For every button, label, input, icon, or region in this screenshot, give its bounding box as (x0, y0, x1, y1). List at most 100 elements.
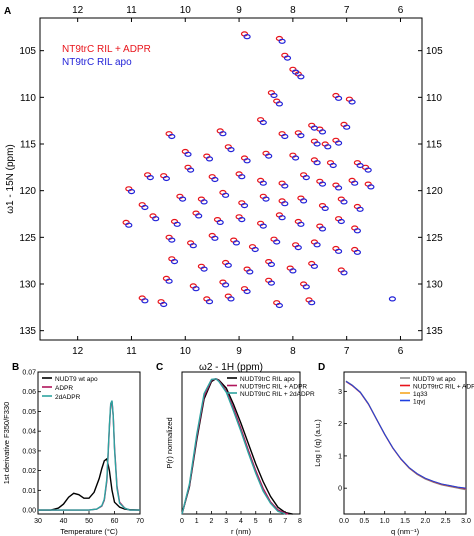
x-tick-label-bottom: 8 (290, 346, 296, 357)
x-tick-label: 3.0 (461, 518, 471, 525)
panel-a: A 12 12 11 11 10 10 9 9 8 8 7 7 6 6 105 105 110 110 115 115 1… (4, 5, 443, 373)
peak-point (251, 246, 259, 253)
peak-point (227, 147, 235, 153)
y-tick-label-right: 120 (426, 186, 443, 197)
legend-entry-2: ADPR (55, 385, 73, 392)
peak-point (335, 248, 343, 254)
peak-point (189, 243, 197, 249)
peak-point (281, 183, 289, 189)
peak-point (275, 101, 283, 107)
x-tick-label-top: 10 (180, 5, 192, 16)
y-tick-label: 0.05 (22, 409, 36, 416)
x-axis-label: q (nm⁻¹) (391, 527, 420, 536)
x-tick-label: 1 (195, 518, 199, 525)
peak-point (308, 300, 316, 306)
peak-point (173, 221, 181, 227)
y-axis-label: Log I (q) (a.u.) (313, 419, 322, 467)
peak-point (313, 242, 321, 248)
legend-entry-1: NUDT9 wt apo (55, 376, 98, 383)
peak-point (240, 203, 249, 209)
plot-frame (343, 371, 467, 515)
peak-point (337, 218, 345, 225)
plot-frame (181, 371, 301, 515)
peak-point (267, 261, 275, 267)
peak-point (335, 140, 343, 146)
peak-point (238, 174, 246, 180)
y-tick-label-right: 105 (426, 46, 443, 57)
peak-point (278, 215, 286, 221)
panel-d: D 0.0 0.5 1.0 1.5 2.0 2.5 3.0 0 1 2 3 q (nm⁻¹) Log I … (313, 362, 474, 536)
peak-point (364, 167, 372, 173)
legend-entry-1: NUDT9 wt apo (413, 376, 456, 383)
y-tick-label: 0.03 (22, 448, 36, 455)
x-tick-label: 2.0 (420, 518, 430, 525)
y-tick-label-right: 135 (426, 326, 443, 337)
peak-point (259, 119, 267, 126)
peak-point (265, 153, 273, 159)
x-tick-label-bottom: 12 (72, 346, 84, 357)
peak-point (125, 222, 133, 228)
peak-point (340, 199, 348, 205)
panel-label-d: D (318, 362, 325, 373)
y-tick-label-left: 135 (19, 326, 36, 337)
peak-point (195, 213, 203, 219)
peak-point (127, 189, 136, 195)
y-tick-label-right: 125 (426, 233, 443, 244)
series-line-1 (38, 457, 141, 511)
x-tick-label: 6 (269, 518, 273, 525)
peak-point (259, 223, 267, 229)
peak-point (224, 262, 232, 268)
y-tick-label: 0.07 (22, 370, 36, 377)
peak-point (300, 198, 308, 204)
legend-entry-2: NT9trC RIL apo (62, 57, 132, 68)
peak-point (388, 296, 396, 302)
peak-point (283, 55, 292, 61)
x-tick-label: 2.5 (441, 518, 451, 525)
series-line-3 (181, 378, 286, 515)
y-tick-label-left: 115 (20, 140, 36, 151)
peak-point (335, 185, 343, 191)
peak-point (353, 228, 361, 234)
x-tick-label: 1.5 (400, 518, 410, 525)
plot-frame (37, 371, 141, 515)
peak-point (275, 302, 283, 309)
peak-point (267, 280, 275, 286)
peak-point (297, 221, 305, 227)
legend-entry-3: NUDT9trC RIL + 2dADPR (240, 391, 315, 398)
y-tick-label: 2 (338, 421, 342, 428)
x-tick-label-top: 6 (398, 5, 404, 16)
peak-point (222, 282, 230, 288)
peak-point (246, 269, 254, 275)
peak-point (211, 176, 219, 183)
legend-entry-2: NUDT9trC RIL + ADPR (413, 384, 474, 391)
peak-point (184, 151, 192, 157)
y-tick-label: 0.06 (22, 389, 36, 396)
peak-point (227, 296, 235, 302)
x-tick-label-top: 7 (344, 5, 350, 16)
peak-point (165, 278, 173, 284)
peak-point (243, 288, 251, 295)
peak-point (292, 69, 300, 75)
peak-point (351, 180, 359, 186)
y-tick-label: 0.01 (22, 488, 36, 495)
panel-a-frame (39, 17, 423, 341)
y-tick-label: 1 (338, 453, 342, 460)
x-axis-label: Temperature (°C) (60, 527, 118, 536)
legend-entry-3: 1q33 (413, 391, 428, 398)
peak-point (192, 286, 200, 292)
peak-point (313, 141, 321, 147)
peak-point (340, 270, 348, 276)
x-tick-label: 0.5 (359, 518, 369, 525)
x-tick-label: 0.0 (339, 518, 349, 525)
peak-point (170, 259, 179, 265)
x-tick-label: 50 (85, 518, 93, 525)
y-tick-label: 0.02 (22, 468, 36, 475)
peak-point (273, 239, 281, 245)
y-tick-label-left: 130 (19, 280, 36, 291)
peak-point (302, 284, 310, 290)
panel-label-b: B (12, 362, 19, 373)
peak-point (318, 181, 327, 187)
x-tick-label-bottom: 6 (398, 346, 404, 357)
peak-point (343, 124, 351, 130)
